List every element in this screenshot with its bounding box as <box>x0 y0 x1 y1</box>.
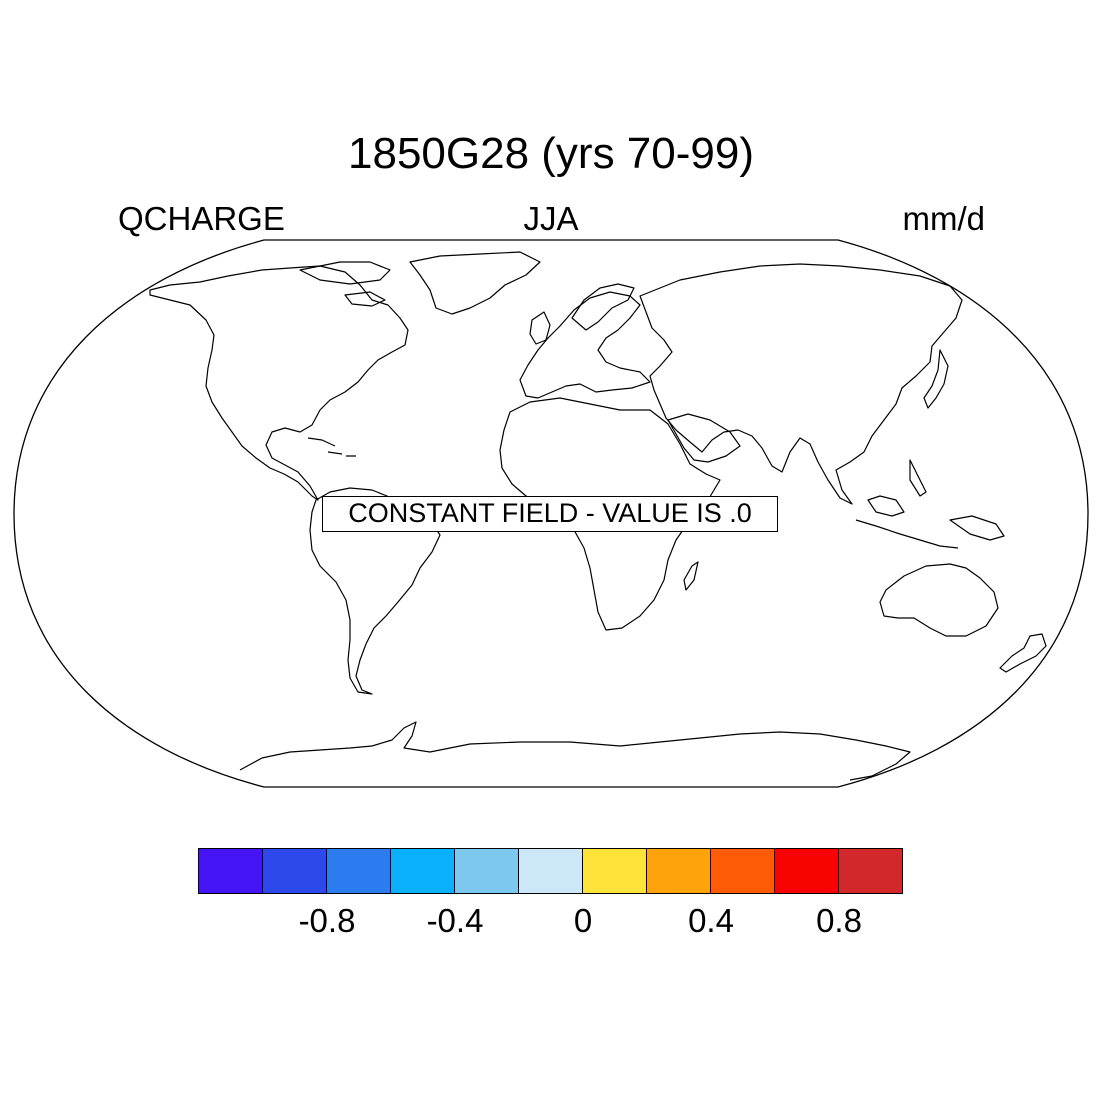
asia-coastline <box>639 263 963 505</box>
southeast-asia-islands <box>855 459 1005 549</box>
colorbar-tick-label: 0.8 <box>816 902 862 939</box>
colorbar-swatch <box>775 849 839 893</box>
caribbean-islands <box>307 437 356 457</box>
madagascar-coastline <box>683 561 699 591</box>
plot-title: 1850G28 (yrs 70-99) <box>348 129 754 178</box>
antarctica-coastline <box>239 721 911 781</box>
arabian-peninsula <box>667 413 741 463</box>
colorbar-swatch <box>263 849 327 893</box>
colorbar-swatch <box>583 849 647 893</box>
new-zealand-coastline <box>999 633 1047 673</box>
colorbar-swatch <box>391 849 455 893</box>
europe-coastline <box>519 291 651 399</box>
colorbar-tick-label: -0.4 <box>426 902 484 939</box>
japan-coastline <box>923 349 949 409</box>
north-america-coastline <box>149 265 409 501</box>
units-label: mm/d <box>902 200 986 237</box>
colorbar-swatch <box>839 849 902 893</box>
colorbar-swatch <box>455 849 519 893</box>
variable-label: QCHARGE <box>118 200 285 237</box>
greenland-coastline <box>409 251 541 315</box>
colorbar-swatch <box>519 849 583 893</box>
colorbar-swatch <box>647 849 711 893</box>
colorbar-tick-label: 0.4 <box>688 902 734 939</box>
colorbar-tick-label: -0.8 <box>298 902 356 939</box>
australia-coastline <box>879 563 999 637</box>
constant-field-annotation: CONSTANT FIELD - VALUE IS .0 <box>322 496 778 532</box>
uk-coastline <box>529 311 551 345</box>
scandinavia-coastline <box>571 283 635 331</box>
colorbar-tick-label: 0 <box>573 902 593 939</box>
colorbar <box>198 848 903 894</box>
arctic-islands <box>299 261 391 307</box>
colorbar-swatch <box>711 849 775 893</box>
colorbar-swatch <box>327 849 391 893</box>
colorbar-swatch <box>199 849 263 893</box>
season-label: JJA <box>523 200 579 237</box>
